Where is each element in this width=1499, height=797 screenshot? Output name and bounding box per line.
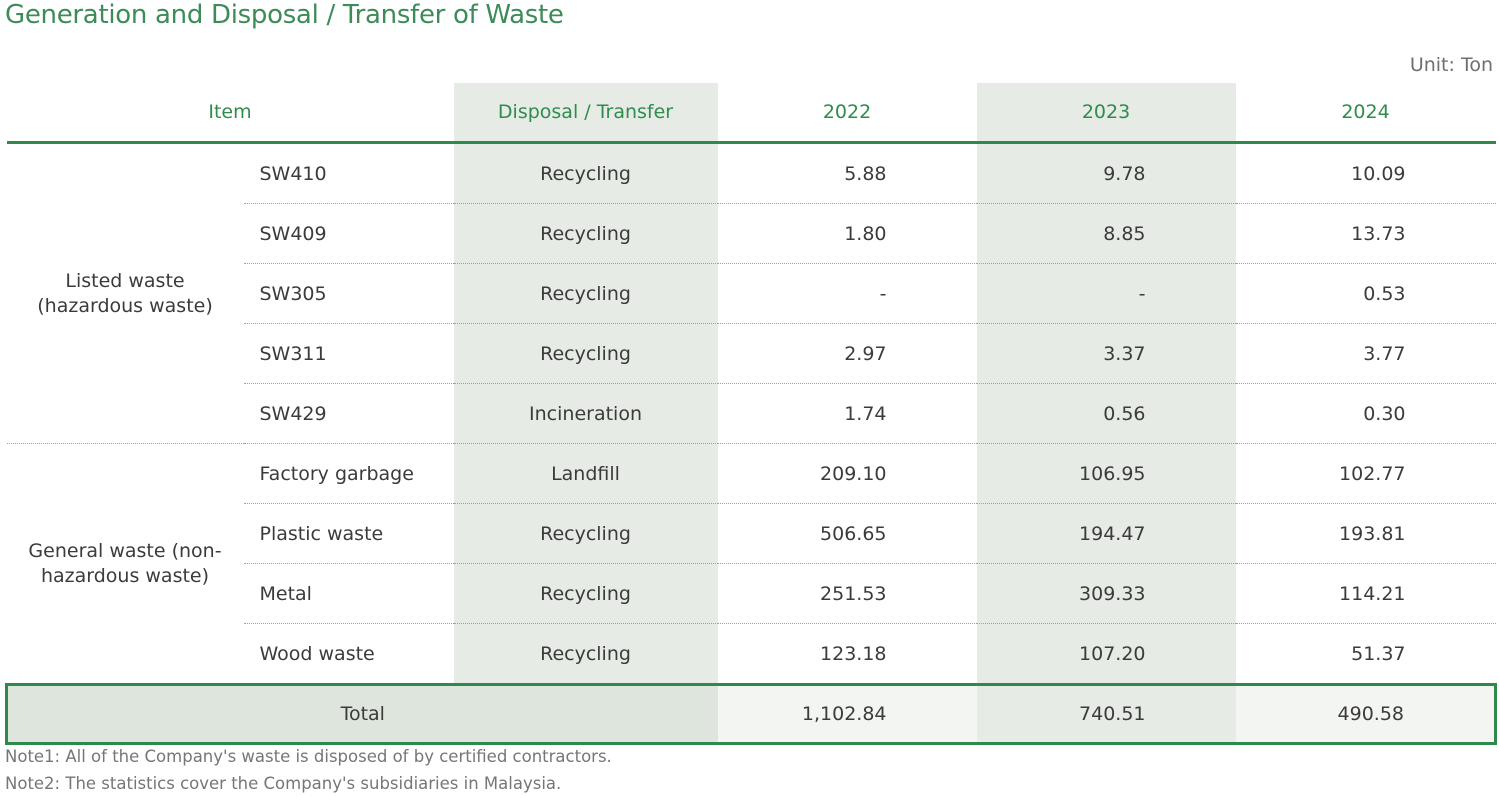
row-2024: 114.21 (1235, 563, 1496, 624)
row-item: Plastic waste (243, 503, 454, 564)
row-2022: 123.18 (820, 642, 887, 665)
notes: Note1: All of the Company's waste is dis… (5, 743, 612, 797)
row-item: SW305 (243, 263, 454, 324)
total-2023: 740.51 (976, 683, 1236, 745)
waste-table: Item Disposal / Transfer 2022 2023 2024 … (4, 83, 1498, 745)
table-row: Metal Recycling 251.53 309.33 114.21 (7, 563, 1496, 624)
row-2024: 51.37 (1351, 642, 1406, 665)
row-item: SW311 (243, 323, 454, 384)
row-2022: 5.88 (717, 142, 977, 204)
row-disposal: Recycling (453, 142, 718, 204)
total-row: Total 1,102.84 740.51 490.58 (4, 683, 1498, 745)
table-row: SW305 Recycling - - 0.53 (7, 263, 1496, 324)
table-row: General waste (non-hazardous waste) Fact… (7, 443, 1496, 587)
row-2023: 9.78 (976, 142, 1236, 204)
table-row: SW429 Incineration 1.74 0.56 0.30 (7, 383, 1496, 444)
row-disposal: Recycling (453, 323, 718, 384)
row-2023: 309.33 (976, 563, 1236, 624)
row-2023: 106.95 (976, 443, 1236, 504)
total-2024: 490.58 (1235, 683, 1498, 745)
row-2022: 2.97 (717, 323, 977, 384)
row-2022: 251.53 (717, 563, 977, 624)
row-2024: 0.30 (1235, 383, 1496, 444)
total-label: Total (4, 683, 718, 745)
row-disposal: Recycling (453, 563, 718, 624)
header-disposal: Disposal / Transfer (453, 83, 718, 144)
row-2023: - (976, 263, 1236, 324)
group-label-hazardous: Listed waste (hazardous waste) (6, 142, 244, 444)
row-2023: 3.37 (976, 323, 1236, 384)
row-2023: 107.20 (976, 623, 1236, 685)
unit-label: Unit: Ton (1409, 54, 1493, 76)
table-row: SW409 Recycling 1.80 8.85 13.73 (7, 203, 1496, 264)
header-row: Item Disposal / Transfer 2022 2023 2024 (6, 83, 1496, 144)
header-2022: 2022 (717, 83, 977, 144)
row-2024: 193.81 (1235, 503, 1496, 564)
row-item: Factory garbage (243, 443, 454, 504)
row-2024: 3.77 (1235, 323, 1496, 384)
row-item: SW429 (243, 383, 454, 444)
row-item: SW410 (243, 142, 454, 204)
row-2022: 1.80 (717, 203, 977, 264)
row-2023: 0.56 (976, 383, 1236, 444)
page-title: Generation and Disposal / Transfer of Wa… (5, 0, 564, 30)
row-disposal: Recycling (453, 263, 718, 324)
row-disposal: Recycling (453, 203, 718, 264)
table-row: Plastic waste Recycling 506.65 194.47 19… (7, 503, 1496, 564)
row-item: SW409 (243, 203, 454, 264)
row-disposal: Recycling (453, 623, 718, 685)
row-2022: 506.65 (717, 503, 977, 564)
row-2024: 13.73 (1235, 203, 1496, 264)
row-item: Wood waste (259, 642, 375, 665)
row-2022: 209.10 (717, 443, 977, 504)
header-item: Item (6, 83, 454, 144)
row-disposal: Incineration (453, 383, 718, 444)
header-2024: 2024 (1235, 83, 1496, 144)
note-2: Note2: The statistics cover the Company'… (5, 774, 562, 793)
row-2022: - (717, 263, 977, 324)
table-row: Wood waste Recycling 123.18 107.20 51.37 (7, 623, 1496, 685)
header-2023: 2023 (976, 83, 1236, 144)
total-2022: 1,102.84 (717, 683, 977, 745)
row-2024: 0.53 (1235, 263, 1496, 324)
group-label-general: General waste (non-hazardous waste) (28, 539, 222, 587)
row-disposal: Landfill (453, 443, 718, 504)
row-2024: 10.09 (1235, 142, 1496, 204)
row-2023: 194.47 (976, 503, 1236, 564)
table-row: SW311 Recycling 2.97 3.37 3.77 (7, 323, 1496, 384)
row-2024: 102.77 (1235, 443, 1496, 504)
note-1: Note1: All of the Company's waste is dis… (5, 747, 612, 766)
row-item: Metal (243, 563, 454, 624)
row-2022: 1.74 (717, 383, 977, 444)
row-2023: 8.85 (976, 203, 1236, 264)
row-disposal: Recycling (453, 503, 718, 564)
table-row: Listed waste (hazardous waste) SW410 Rec… (6, 142, 1496, 444)
